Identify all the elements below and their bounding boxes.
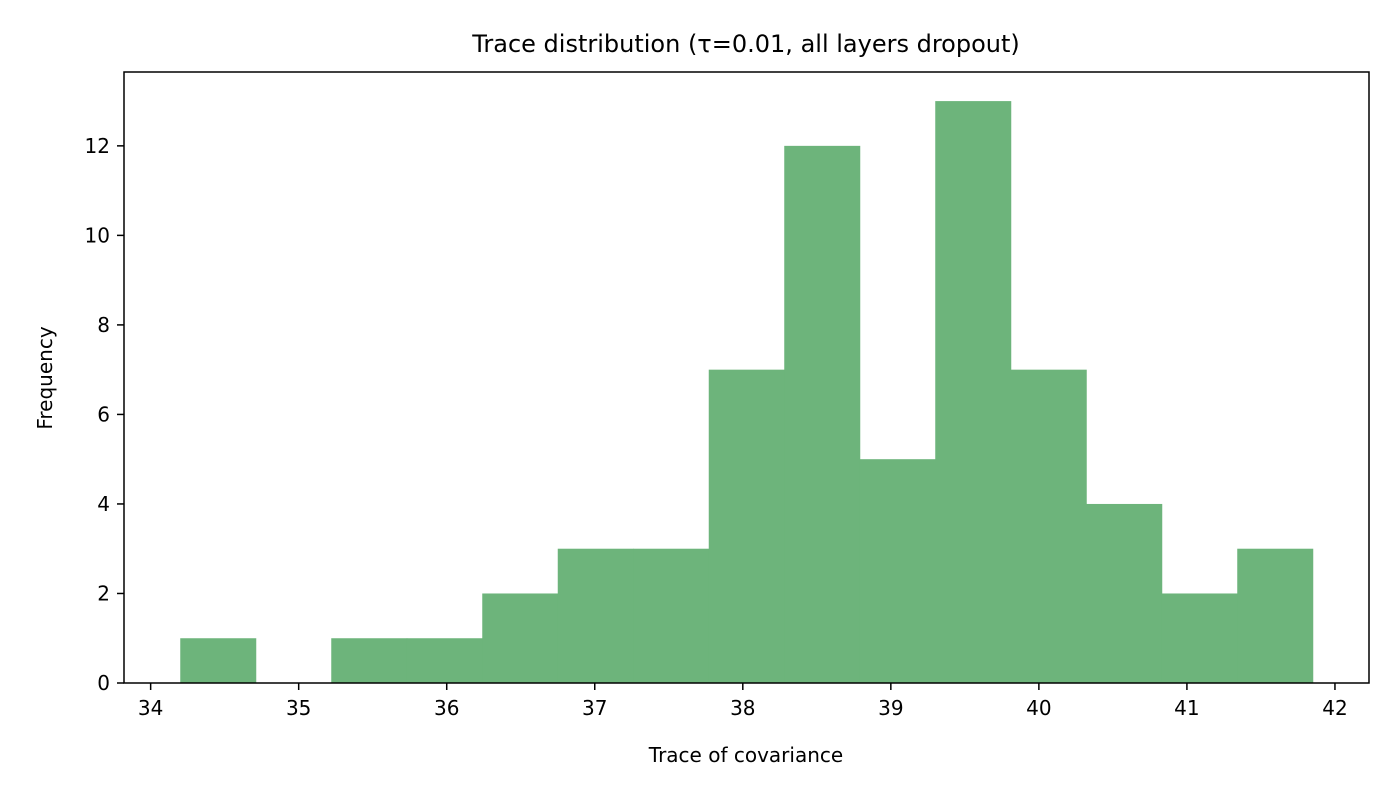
x-ticks-group: 34 35 36 37 38 39 40 41 42 [138,683,1348,720]
x-tick-label: 41 [1174,696,1199,720]
y-tick-label: 0 [97,671,110,695]
histogram-bar [331,638,408,683]
y-tick-label: 10 [85,223,110,247]
histogram-bar [180,638,257,683]
x-tick-label: 42 [1322,696,1347,720]
histogram-bar [406,638,483,683]
y-tick-label: 6 [97,402,110,426]
y-tick-label: 4 [97,492,110,516]
chart-title: Trace distribution (τ=0.01, all layers d… [471,30,1020,58]
histogram-bar [935,101,1012,684]
y-tick-label: 2 [97,581,110,605]
x-tick-label: 35 [286,696,311,720]
y-ticks-group: 0 2 4 6 8 10 12 [85,134,124,695]
x-tick-label: 36 [434,696,459,720]
histogram-bar [557,548,634,683]
bars-group [180,101,1314,684]
histogram-bar [784,145,861,683]
histogram-bar [1086,503,1163,683]
y-axis-label: Frequency [33,326,57,429]
histogram-bar [482,593,559,683]
histogram-bar [708,369,785,683]
x-tick-label: 40 [1026,696,1051,720]
x-tick-label: 38 [730,696,755,720]
x-axis-label: Trace of covariance [648,743,843,767]
x-tick-label: 34 [138,696,163,720]
histogram-bar [1010,369,1087,683]
histogram-bar [1161,593,1238,683]
y-tick-label: 12 [85,134,110,158]
histogram-bar [1237,548,1314,683]
y-tick-label: 8 [97,313,110,337]
plot-frame [123,71,1370,684]
histogram-bar [859,459,936,683]
histogram-bar [633,548,710,683]
x-tick-label: 39 [878,696,903,720]
x-tick-label: 37 [582,696,607,720]
